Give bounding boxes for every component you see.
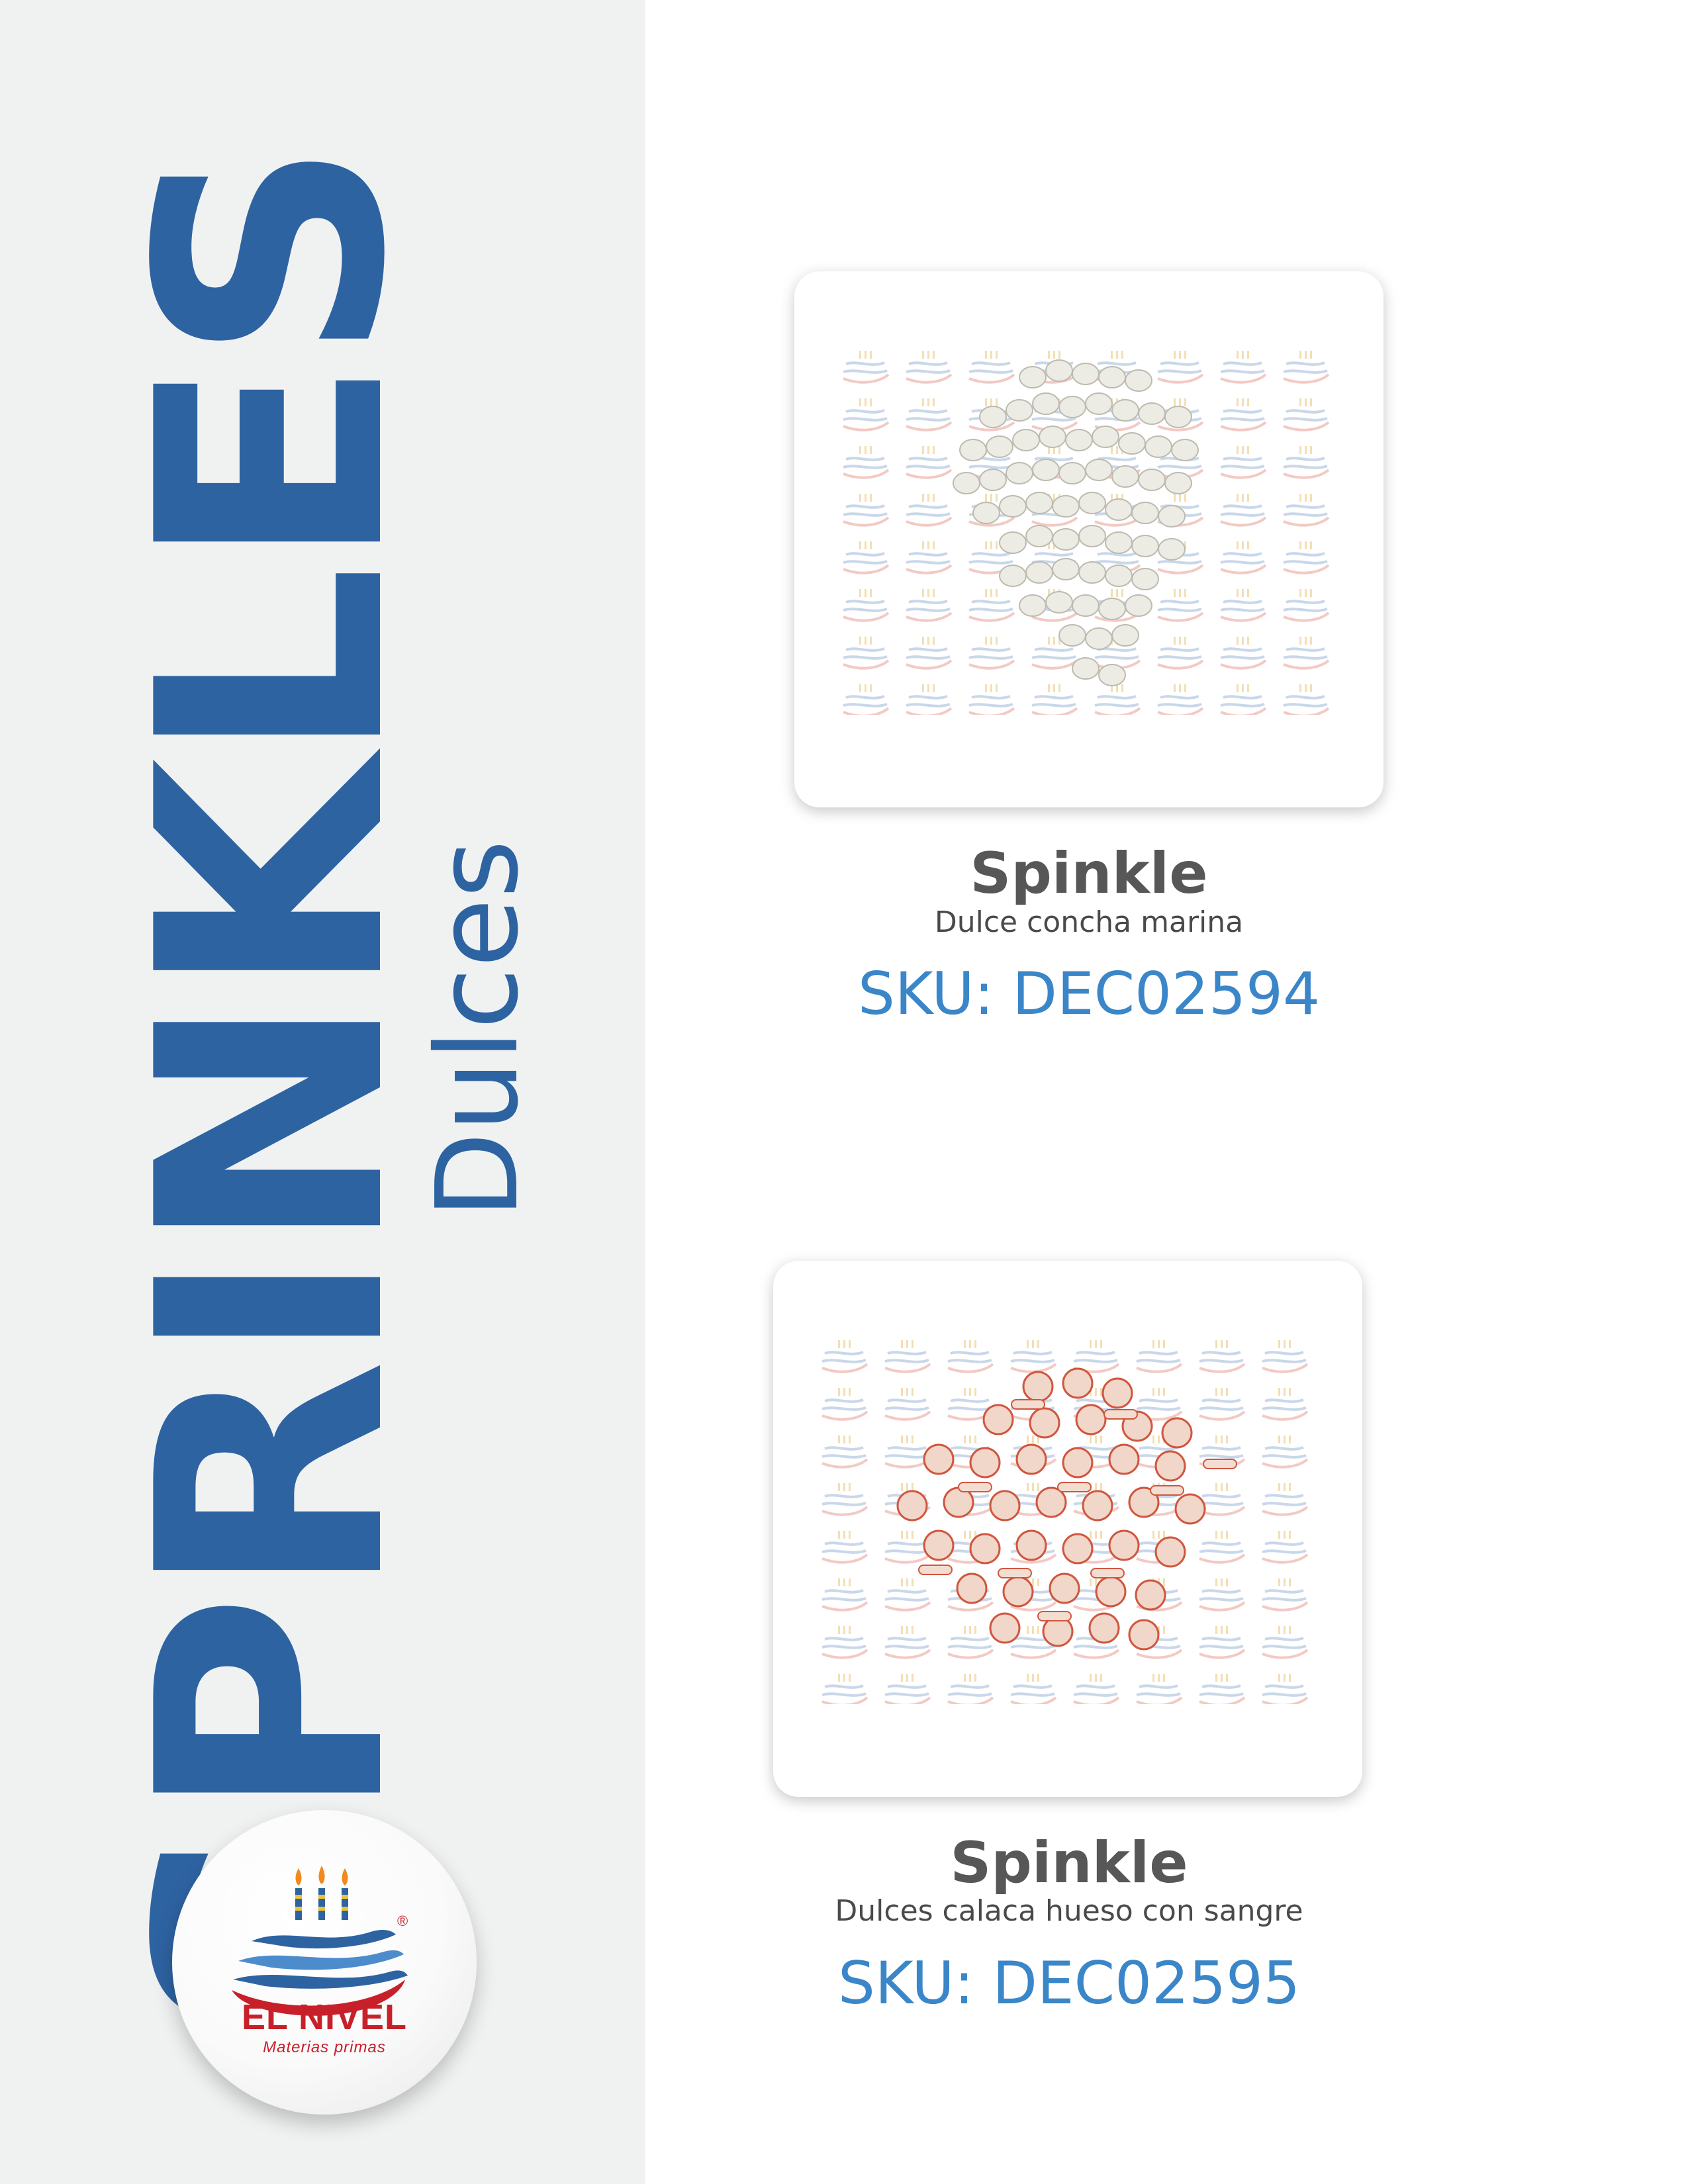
skull-bone-blood-candies-image [813,1334,1316,1704]
brand-logo: ® EL NIVEL Materias primas [172,1810,477,2115]
product-2-name: Spinkle [950,1830,1188,1896]
brand-tagline: Materias primas [263,2038,386,2056]
brand-name: EL NIVEL [241,1997,408,2037]
product-2-description: Dulces calaca hueso con sangre [835,1894,1303,1928]
product-1-description: Dulce concha marina [934,905,1244,939]
sidebar-panel: SPRINKLES Dulces ® [0,0,645,2184]
registered-mark: ® [397,1913,408,1929]
category-subtitle: Dulces [412,839,543,1219]
product-card-seashell[interactable] [794,271,1383,807]
product-2-sku: SKU: DEC02595 [838,1949,1300,2017]
product-1-name: Spinkle [970,841,1208,907]
white-seashell-candies-image [834,344,1337,715]
category-title: SPRINKLES [91,144,453,2040]
product-1-sku: SKU: DEC02594 [858,960,1320,1028]
product-card-skull-bone[interactable] [773,1261,1362,1797]
cake-candles-icon: ® [232,1866,408,2016]
